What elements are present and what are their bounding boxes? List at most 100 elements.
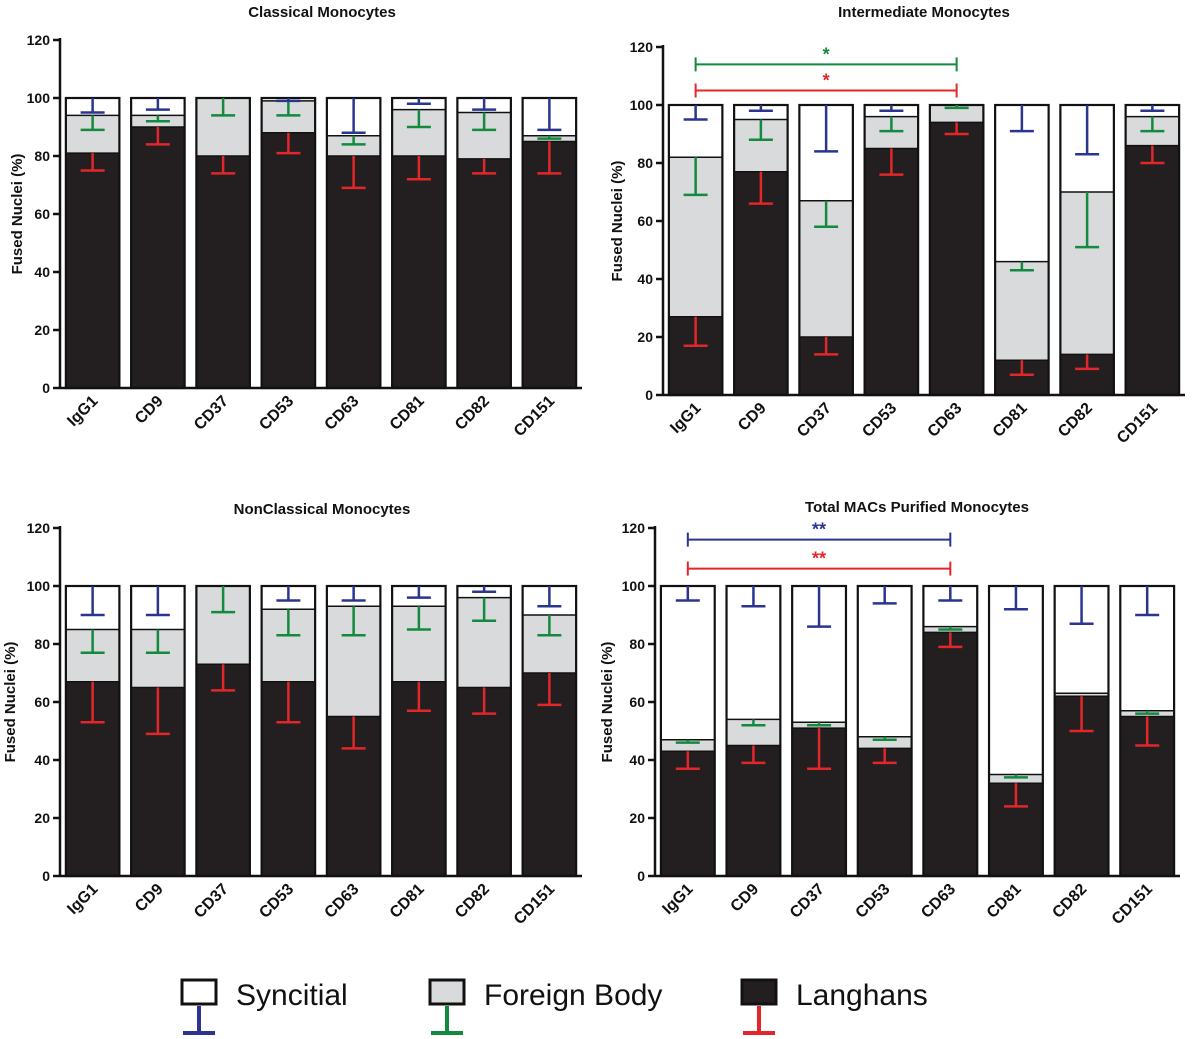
legend-errorbar-foreign-body-icon xyxy=(431,1006,463,1035)
bar-segment-foreign-body xyxy=(857,736,912,749)
y-tick-label: 60 xyxy=(34,206,50,222)
bar-segment-langhans xyxy=(726,745,781,876)
legend-errorbar-syncitial-icon xyxy=(183,1006,215,1035)
chart-total-macs-purified-monocytes: Total MACs Purified Monocytes Fused Nucle… xyxy=(599,499,1180,928)
y-tick-label: 40 xyxy=(34,752,50,768)
bar-segment-syncitial xyxy=(857,586,912,737)
bar-segment-langhans xyxy=(196,156,250,388)
bar-group-cd37 xyxy=(791,584,848,878)
x-tick-label: CD9 xyxy=(132,881,167,916)
bar-segment-langhans xyxy=(929,122,984,396)
bar-segment-langhans xyxy=(522,141,577,388)
y-tick-label: 120 xyxy=(622,520,646,536)
y-tick-label: 0 xyxy=(645,387,653,403)
y-tick-label: 100 xyxy=(622,578,646,594)
x-tick-label: CD9 xyxy=(735,400,770,435)
x-tick-label: CD63 xyxy=(322,393,363,434)
chart-title: Classical Monocytes xyxy=(248,4,396,21)
y-tick-label: 60 xyxy=(34,694,50,710)
bar-segment-foreign-body xyxy=(929,105,984,123)
bar-segment-foreign-body xyxy=(995,261,1049,361)
y-tick-label: 0 xyxy=(42,380,50,396)
legend-swatch-syncitial xyxy=(180,978,218,1006)
bar-group-cd151 xyxy=(1124,103,1181,397)
bar-group-cd63 xyxy=(928,103,985,397)
y-tick-label: 80 xyxy=(34,148,50,164)
legend-label-foreign-body: Foreign Body xyxy=(484,979,662,1012)
y-axis-label: Fused Nuclei (%) xyxy=(599,642,616,763)
bar-group-cd81 xyxy=(391,96,447,390)
bar-group-cd53 xyxy=(260,96,317,390)
bar-group-igg1 xyxy=(659,584,716,878)
x-tick-label: CD53 xyxy=(853,881,894,922)
bar-group-cd37 xyxy=(798,103,854,397)
charts-grid: Classical Monocytes Fused Nuclei (%) 0 20 40… xyxy=(2,4,1185,928)
x-tick-label: CD151 xyxy=(511,393,558,440)
legend-label-langhans: Langhans xyxy=(796,979,928,1012)
bar-segment-langhans xyxy=(131,127,185,388)
x-tick-label: CD82 xyxy=(1049,881,1090,922)
bar-segment-langhans xyxy=(65,153,120,388)
y-tick-label: 80 xyxy=(629,636,645,652)
y-axis-label: Fused Nuclei (%) xyxy=(2,642,19,763)
y-tick-label: 20 xyxy=(34,322,50,338)
bar-segment-langhans xyxy=(522,673,577,876)
significance-bracket: ** xyxy=(686,549,952,576)
y-axis-label: Fused Nuclei (%) xyxy=(609,161,626,282)
y-tick-label: 40 xyxy=(629,752,645,768)
bar-group-cd9 xyxy=(733,103,789,397)
significance-bracket: * xyxy=(694,44,958,72)
bar-segment-langhans xyxy=(864,148,919,395)
x-tick-label: CD53 xyxy=(256,881,297,922)
x-tick-label: CD37 xyxy=(191,393,232,434)
x-tick-label: CD53 xyxy=(256,393,297,434)
legend-item-syncitial: Syncitial xyxy=(180,978,348,1035)
bar-group-cd63 xyxy=(922,584,979,878)
significance-label: * xyxy=(823,71,830,91)
x-tick-label: CD63 xyxy=(925,400,966,441)
x-tick-label: CD63 xyxy=(322,881,363,922)
bar-group-cd53 xyxy=(856,584,913,878)
x-tick-label: CD37 xyxy=(787,881,828,922)
legend-errorbar-langhans-icon xyxy=(743,1006,775,1035)
bar-group-cd82 xyxy=(456,96,512,390)
y-axis-label: Fused Nuclei (%) xyxy=(9,154,26,275)
bar-group-cd53 xyxy=(863,103,920,397)
x-tick-label: IgG1 xyxy=(659,881,696,918)
x-tick-label: CD151 xyxy=(511,881,558,928)
x-tick-label: CD81 xyxy=(387,881,428,922)
bar-segment-langhans xyxy=(923,632,978,876)
significance-bracket: * xyxy=(694,71,958,98)
x-tick-label: CD37 xyxy=(794,400,835,441)
y-tick-label: 120 xyxy=(27,520,51,536)
y-tick-label: 80 xyxy=(637,155,653,171)
bar-group-cd81 xyxy=(391,584,447,878)
chart-title: NonClassical Monocytes xyxy=(234,501,411,518)
x-tick-label: CD81 xyxy=(990,400,1031,441)
bar-segment-foreign-body xyxy=(1054,693,1109,697)
bar-segment-langhans xyxy=(457,158,511,388)
x-tick-label: CD9 xyxy=(132,393,167,428)
y-tick-label: 120 xyxy=(27,32,51,48)
legend-item-foreign-body: Foreign Body xyxy=(428,978,662,1035)
bar-group-cd151 xyxy=(521,584,578,878)
bar-group-cd53 xyxy=(260,584,317,878)
bar-segment-syncitial xyxy=(660,586,715,740)
legend-swatch-langhans xyxy=(740,978,778,1006)
y-tick-label: 80 xyxy=(34,636,50,652)
x-tick-label: CD151 xyxy=(1114,400,1161,447)
y-tick-label: 40 xyxy=(637,271,653,287)
bar-segment-langhans xyxy=(734,171,788,395)
y-tick-label: 20 xyxy=(629,810,645,826)
significance-label: ** xyxy=(812,520,826,540)
y-tick-label: 0 xyxy=(637,868,645,884)
chart-intermediate-monocytes: Intermediate Monocytes Fused Nuclei (%) 0 2… xyxy=(609,4,1185,447)
bar-segment-foreign-body xyxy=(989,774,1043,784)
x-tick-label: CD82 xyxy=(452,881,493,922)
x-tick-label: CD9 xyxy=(728,881,763,916)
bar-group-cd82 xyxy=(1053,584,1110,878)
chart-classical-monocytes: Classical Monocytes Fused Nuclei (%) 0 20 40… xyxy=(9,4,582,440)
x-tick-label: CD151 xyxy=(1109,881,1156,928)
x-tick-label: CD53 xyxy=(859,400,900,441)
